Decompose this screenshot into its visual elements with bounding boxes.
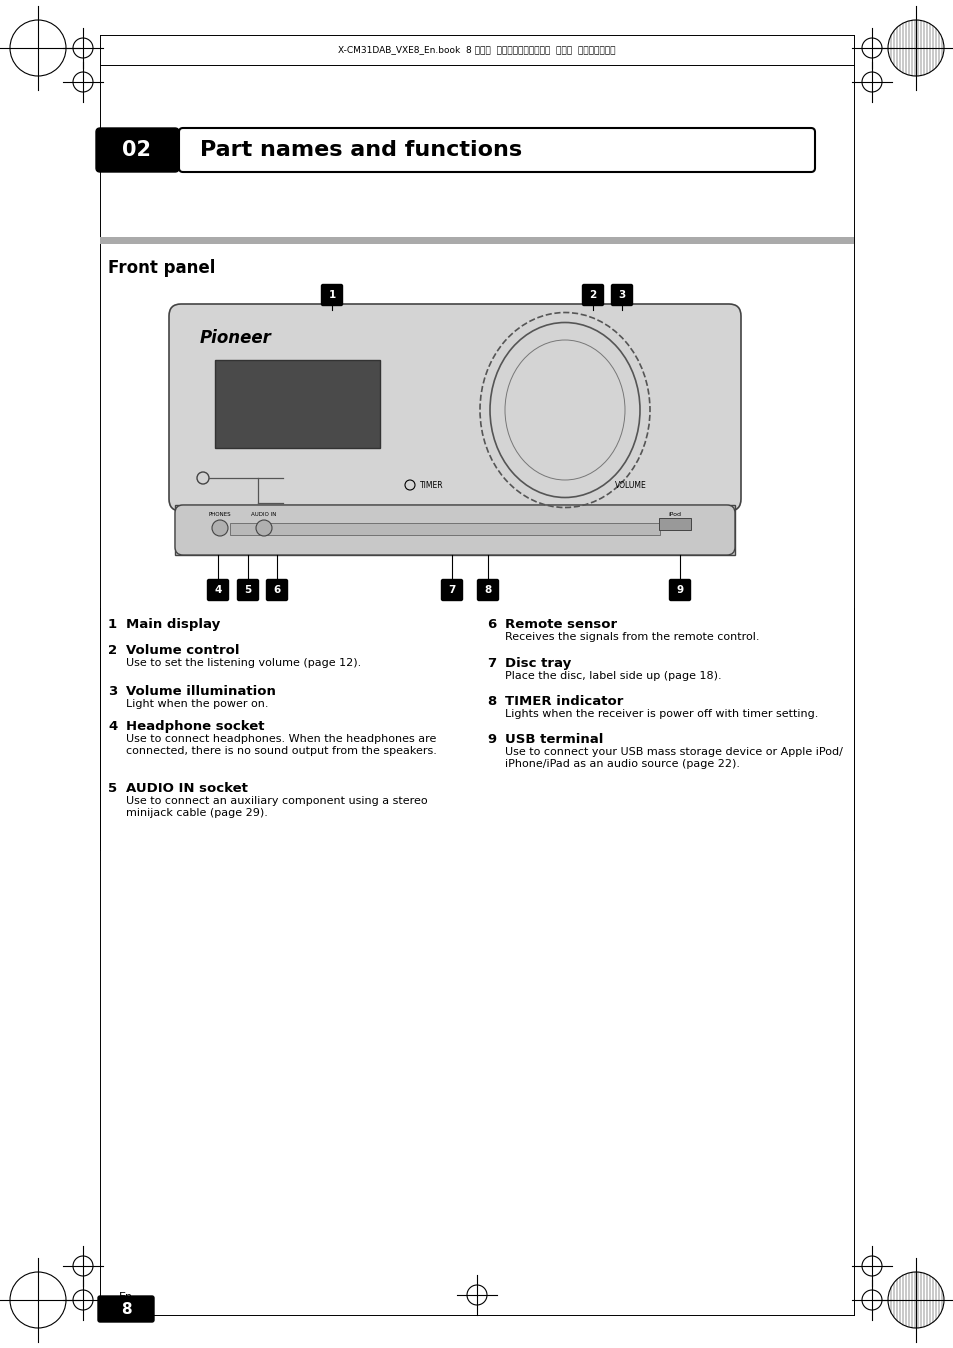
Text: VOLUME: VOLUME	[615, 480, 646, 489]
Text: Front panel: Front panel	[108, 259, 215, 276]
Text: 6: 6	[274, 585, 280, 594]
FancyBboxPatch shape	[669, 580, 690, 600]
Bar	[100, 237, 853, 244]
Text: TIMER indicator: TIMER indicator	[504, 696, 622, 708]
FancyBboxPatch shape	[441, 580, 462, 600]
Bar	[230, 523, 659, 535]
Text: USB terminal: USB terminal	[504, 733, 602, 745]
Text: 9: 9	[676, 585, 683, 594]
Text: En: En	[119, 1291, 132, 1302]
FancyBboxPatch shape	[237, 580, 258, 600]
Circle shape	[255, 520, 272, 537]
Text: Use to connect your USB mass storage device or Apple iPod/
iPhone/iPad as an aud: Use to connect your USB mass storage dev…	[504, 747, 842, 768]
FancyBboxPatch shape	[174, 506, 734, 555]
Text: Light when the power on.: Light when the power on.	[126, 700, 268, 709]
FancyBboxPatch shape	[98, 1295, 153, 1322]
Text: Headphone socket: Headphone socket	[126, 720, 264, 733]
Text: 5: 5	[108, 782, 117, 795]
FancyBboxPatch shape	[96, 128, 179, 173]
Text: 2: 2	[108, 644, 117, 656]
Text: Pioneer: Pioneer	[200, 329, 272, 346]
Text: Use to connect an auxiliary component using a stereo
minijack cable (page 29).: Use to connect an auxiliary component us…	[126, 797, 427, 818]
Text: PHONES: PHONES	[209, 512, 231, 518]
Text: Volume control: Volume control	[126, 644, 239, 656]
Text: Use to set the listening volume (page 12).: Use to set the listening volume (page 12…	[126, 658, 361, 669]
Text: 3: 3	[108, 685, 117, 698]
Text: AUDIO IN socket: AUDIO IN socket	[126, 782, 248, 795]
FancyBboxPatch shape	[321, 284, 342, 306]
Text: AUDIO IN: AUDIO IN	[251, 512, 276, 518]
Text: iPod: iPod	[668, 511, 680, 516]
FancyBboxPatch shape	[582, 284, 603, 306]
Text: Disc tray: Disc tray	[504, 656, 571, 670]
Text: Remote sensor: Remote sensor	[504, 617, 617, 631]
Text: 8: 8	[484, 585, 491, 594]
FancyBboxPatch shape	[208, 580, 229, 600]
Bar	[659, 518, 690, 530]
Text: 8: 8	[121, 1302, 132, 1317]
FancyBboxPatch shape	[477, 580, 498, 600]
Bar	[174, 506, 734, 555]
Text: 6: 6	[486, 617, 496, 631]
Text: 7: 7	[448, 585, 456, 594]
Text: Main display: Main display	[126, 617, 220, 631]
Text: Place the disc, label side up (page 18).: Place the disc, label side up (page 18).	[504, 671, 720, 681]
Text: Part names and functions: Part names and functions	[200, 140, 521, 160]
FancyBboxPatch shape	[266, 580, 287, 600]
Text: Lights when the receiver is power off with timer setting.: Lights when the receiver is power off wi…	[504, 709, 818, 718]
Circle shape	[212, 520, 228, 537]
Bar	[214, 360, 379, 448]
Text: Volume illumination: Volume illumination	[126, 685, 275, 698]
Text: Receives the signals from the remote control.: Receives the signals from the remote con…	[504, 632, 759, 642]
Text: 8: 8	[486, 696, 496, 708]
Text: 5: 5	[244, 585, 252, 594]
Text: 4: 4	[214, 585, 221, 594]
Text: X-CM31DAB_VXE8_En.book  8 ページ  ２０１２年６朎２９日  金曜日  午前９時３５分: X-CM31DAB_VXE8_En.book 8 ページ ２０１２年６朎２９日 …	[338, 46, 615, 54]
FancyBboxPatch shape	[611, 284, 632, 306]
FancyBboxPatch shape	[179, 128, 814, 173]
Text: 1: 1	[108, 617, 117, 631]
Ellipse shape	[490, 322, 639, 497]
Text: 3: 3	[618, 290, 625, 301]
Text: 4: 4	[108, 720, 117, 733]
Text: 9: 9	[486, 733, 496, 745]
Text: 7: 7	[486, 656, 496, 670]
FancyBboxPatch shape	[169, 305, 740, 511]
Text: TIMER: TIMER	[419, 480, 443, 489]
Text: Use to connect headphones. When the headphones are
connected, there is no sound : Use to connect headphones. When the head…	[126, 735, 436, 756]
Text: 1: 1	[328, 290, 335, 301]
Text: 02: 02	[122, 140, 152, 160]
Text: 2: 2	[589, 290, 596, 301]
